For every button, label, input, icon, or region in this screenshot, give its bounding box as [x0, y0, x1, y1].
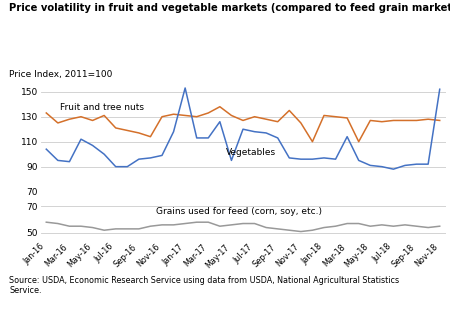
- Text: Fruit and tree nuts: Fruit and tree nuts: [60, 103, 144, 112]
- Text: Vegetables: Vegetables: [225, 148, 276, 158]
- Text: Price Index, 2011=100: Price Index, 2011=100: [9, 70, 112, 79]
- Text: Source: USDA, Economic Research Service using data from USDA, National Agricultu: Source: USDA, Economic Research Service …: [9, 276, 399, 295]
- Text: Grains used for feed (corn, soy, etc.): Grains used for feed (corn, soy, etc.): [156, 207, 322, 216]
- Text: Price volatility in fruit and vegetable markets (compared to feed grain markets): Price volatility in fruit and vegetable …: [9, 3, 450, 13]
